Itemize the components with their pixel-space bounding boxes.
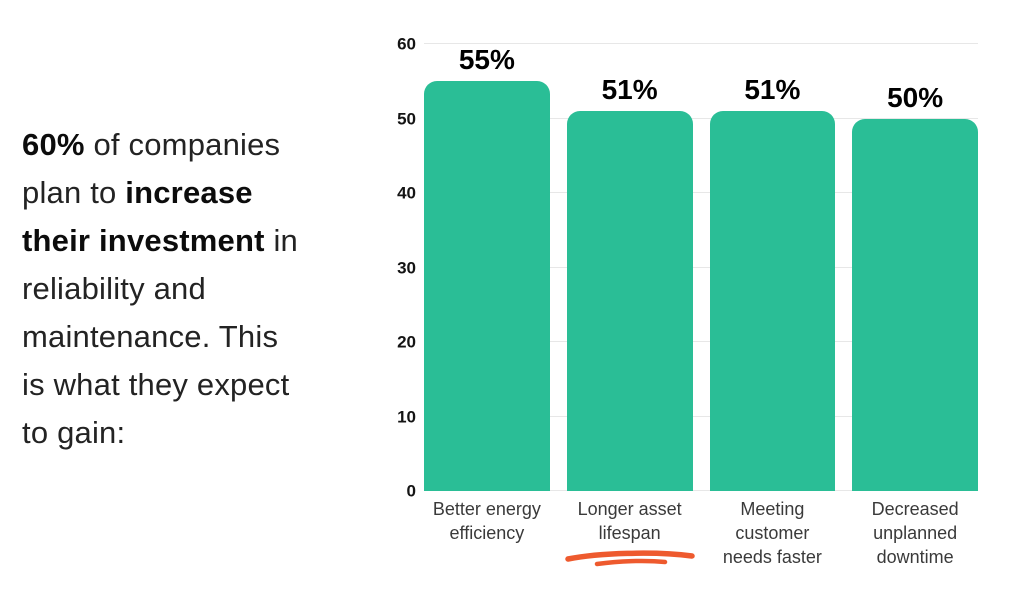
gridline [424, 341, 978, 343]
chart-columns: 55% 51% 51% 50% [424, 44, 978, 491]
bar [566, 111, 693, 491]
y-tick-label: 50 [397, 109, 416, 128]
intro-line: maintenance. This [22, 313, 378, 361]
y-tick-label: 10 [397, 407, 416, 427]
y-tick-label: 60 [397, 34, 416, 54]
intro-text-segment: in [264, 223, 298, 258]
bar-value-label: 51% [744, 74, 801, 106]
gridline [424, 117, 978, 119]
bar [424, 81, 550, 491]
intro-text-segment: plan to [22, 175, 126, 210]
intro-text-segment: maintenance. This [22, 319, 279, 354]
bar-column: 51% [566, 44, 693, 491]
intro-text-segment: to gain: [22, 415, 126, 450]
bar [852, 118, 978, 491]
y-tick-label: 20 [397, 332, 416, 352]
intro-line: reliability and [22, 265, 378, 313]
y-tick-label: 0 [406, 481, 416, 501]
intro-line: plan to increase [22, 169, 378, 217]
x-axis-label-cell: Better energy efficiency [424, 497, 550, 569]
gridline [424, 415, 978, 417]
x-axis-label-cell: Longer asset lifespan [564, 497, 695, 569]
y-tick-label: 40 [397, 183, 416, 203]
bar [709, 111, 836, 491]
bar-column: 55% [424, 44, 550, 491]
intro-line: 60% of companies [22, 121, 378, 169]
y-axis-ticks: 0 10 20 30 40 50 60 [386, 36, 416, 500]
bar-column: 50% [852, 44, 978, 491]
y-tick-label: 30 [397, 258, 416, 277]
x-axis-label-cell: Meeting customer needs faster [710, 497, 836, 569]
bar-chart: 0 10 20 30 40 50 60 55% 51% 51% 50% Better energy… [386, 0, 1024, 597]
bar-value-label: 50% [887, 81, 944, 113]
x-axis-label: Meeting customer needs faster [722, 499, 822, 567]
intro-line: is what they expect [22, 361, 378, 409]
intro-text-segment: their investment [22, 223, 265, 258]
intro-text: 60% of companies plan to increase their in… [22, 121, 378, 457]
bar-value-label: 51% [601, 74, 658, 106]
x-axis-label: Better energy efficiency [432, 499, 541, 543]
x-axis-label: Decreased unplanned downtime [871, 499, 959, 567]
bar-column: 51% [709, 44, 836, 491]
intro-line: to gain: [22, 409, 378, 457]
intro-text-segment: 60% [22, 127, 85, 162]
intro-text-segment: of companies [84, 127, 281, 162]
intro-text-segment: is what they expect [22, 367, 290, 402]
gridline [424, 192, 978, 194]
gridline [424, 43, 978, 44]
intro-text-segment: reliability and [22, 271, 206, 306]
x-axis-label: Longer asset lifespan [577, 499, 682, 543]
bar-value-label: 55% [458, 44, 515, 76]
intro-text-segment: increase [125, 175, 253, 210]
underline-swoosh-icon [564, 550, 695, 567]
gridline [424, 490, 978, 491]
x-axis-label-cell: Decreased unplanned downtime [852, 497, 978, 569]
gridline [424, 266, 978, 268]
chart-plot: 55% 51% 51% 50% [424, 43, 978, 491]
intro-line: their investment in [22, 217, 378, 265]
x-axis-labels: Better energy efficiency Longer asset lif… [424, 497, 978, 569]
